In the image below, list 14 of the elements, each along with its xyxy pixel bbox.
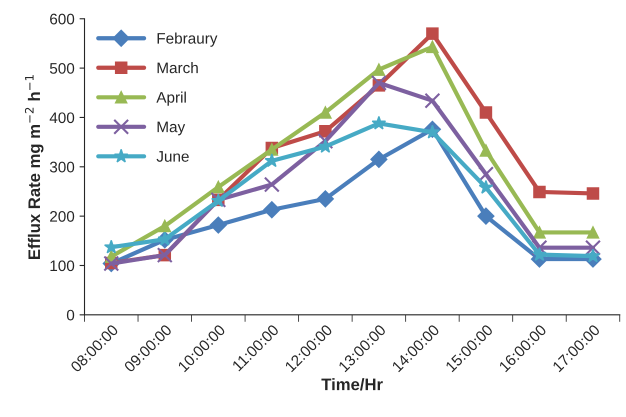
y-tick-label: 0 [66, 310, 74, 321]
y-tick-label: 100 [50, 260, 74, 272]
y-tick-label: 200 [50, 211, 74, 222]
y-tick-label: 400 [50, 112, 74, 124]
y-tick-label: 300 [50, 162, 74, 172]
legend-label: March [158, 62, 198, 74]
legend-label: June [156, 151, 189, 162]
legend-label: April [156, 92, 186, 106]
x-axis-title: Time/Hr [321, 378, 383, 390]
legend-label: Febraury [158, 32, 218, 47]
y-tick-label: 500 [50, 62, 74, 74]
y-tick-label: 600 [50, 14, 74, 24]
legend-label: May [158, 122, 186, 136]
y-axis-title: Efflux Rate mg m$^{−2}$ h$^{−1}$ [24, 75, 44, 260]
